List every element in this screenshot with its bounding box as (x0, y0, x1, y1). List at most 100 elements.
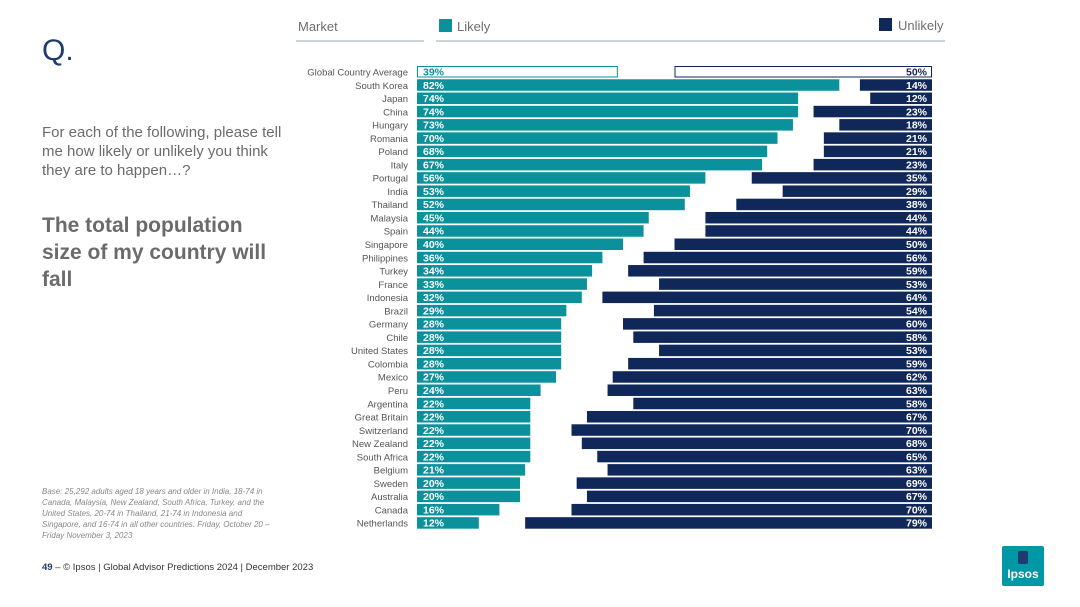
value-label-likely: 22% (423, 438, 445, 450)
value-label-unlikely: 44% (906, 212, 928, 224)
bar-unlikely (870, 92, 932, 105)
market-label: Australia (371, 492, 409, 503)
bar-likely (417, 198, 685, 211)
market-label: Peru (388, 386, 408, 397)
bar-unlikely (602, 291, 932, 304)
market-label: Switzerland (359, 426, 408, 437)
bar-unlikely (597, 450, 932, 463)
value-label-unlikely: 50% (906, 239, 928, 251)
bar-unlikely (659, 344, 932, 357)
market-label: Indonesia (367, 293, 409, 304)
bar-unlikely (653, 304, 932, 317)
value-label-likely: 28% (423, 358, 445, 370)
bar-likely (417, 411, 531, 423)
market-label: Argentina (367, 399, 408, 410)
bar-unlikely (633, 397, 932, 410)
market-label: Global Country Average (307, 68, 408, 79)
value-label-unlikely: 65% (906, 451, 928, 463)
market-label: Canada (375, 505, 409, 516)
value-label-likely: 52% (423, 199, 445, 211)
value-label-unlikely: 50% (906, 67, 928, 79)
market-label: Great Britain (355, 413, 408, 424)
value-label-unlikely: 70% (906, 425, 928, 437)
bar-likely (417, 477, 520, 489)
value-label-likely: 32% (423, 292, 445, 304)
value-label-likely: 53% (423, 186, 445, 198)
market-label: Spain (384, 227, 408, 238)
bar-likely (417, 265, 593, 277)
statement-title: The total population size of my country … (42, 214, 267, 291)
market-label: South Africa (357, 452, 409, 463)
value-label-likely: 74% (423, 93, 445, 105)
value-label-likely: 16% (423, 504, 445, 516)
value-label-likely: 39% (423, 67, 445, 79)
value-label-likely: 22% (423, 425, 445, 437)
bar-likely (417, 450, 531, 463)
bar-unlikely (736, 198, 932, 211)
bar-likely (417, 92, 799, 105)
market-label: South Korea (355, 81, 409, 92)
market-label: Philippines (362, 253, 408, 264)
market-label: Singapore (365, 240, 408, 251)
value-label-unlikely: 53% (906, 279, 928, 291)
legend-label-unlikely: Unlikely (898, 18, 944, 33)
bar-likely (417, 371, 557, 383)
logo-text: Ipsos (1007, 567, 1039, 581)
bar-unlikely (571, 424, 932, 436)
value-label-likely: 20% (423, 478, 445, 490)
bar-unlikely (813, 158, 932, 171)
value-label-unlikely: 79% (906, 518, 928, 530)
bar-unlikely (607, 464, 932, 476)
bar-unlikely (674, 66, 932, 78)
bar-unlikely (525, 517, 932, 529)
bar-likely (417, 517, 479, 529)
value-label-unlikely: 60% (906, 319, 928, 331)
value-label-likely: 22% (423, 398, 445, 410)
base-note: Base: 25,292 adults aged 18 years and ol… (42, 487, 270, 540)
bar-unlikely (581, 437, 932, 450)
market-label: Italy (391, 160, 409, 171)
bar-likely (417, 490, 520, 503)
bar-likely (417, 344, 562, 357)
value-label-unlikely: 14% (906, 80, 928, 92)
bar-likely (417, 424, 531, 436)
value-label-unlikely: 63% (906, 465, 928, 477)
market-label: Mexico (378, 373, 408, 384)
value-label-likely: 44% (423, 226, 445, 238)
bar-likely (417, 225, 644, 237)
bar-unlikely (674, 238, 932, 251)
value-label-likely: 33% (423, 279, 445, 291)
value-label-unlikely: 12% (906, 93, 928, 105)
bar-unlikely (623, 318, 932, 330)
market-label: Thailand (372, 200, 408, 211)
value-label-unlikely: 62% (906, 372, 928, 384)
bar-likely (417, 105, 799, 118)
value-label-likely: 34% (423, 266, 445, 278)
value-label-unlikely: 68% (906, 438, 928, 450)
bar-likely (417, 158, 763, 171)
bar-likely (417, 437, 531, 450)
market-label: Turkey (379, 267, 408, 278)
market-label: United States (351, 346, 408, 357)
value-label-likely: 28% (423, 332, 445, 344)
bar-likely (417, 464, 526, 476)
value-label-unlikely: 54% (906, 305, 928, 317)
value-label-unlikely: 23% (906, 106, 928, 118)
footer: 49 – © Ipsos | Global Advisor Prediction… (42, 562, 313, 573)
value-label-unlikely: 38% (906, 199, 928, 211)
market-label: Sweden (374, 479, 408, 490)
market-label: Poland (378, 147, 408, 158)
bar-likely (417, 132, 778, 144)
bar-likely (417, 211, 649, 224)
bar-likely (417, 79, 840, 91)
bar-unlikely (751, 172, 932, 184)
bar-likely (417, 185, 690, 197)
bar-unlikely (571, 503, 932, 516)
value-label-likely: 74% (423, 106, 445, 118)
value-label-likely: 36% (423, 252, 445, 264)
value-label-unlikely: 53% (906, 345, 928, 357)
bar-likely (417, 318, 562, 330)
market-label: China (383, 107, 409, 118)
value-label-likely: 28% (423, 319, 445, 331)
